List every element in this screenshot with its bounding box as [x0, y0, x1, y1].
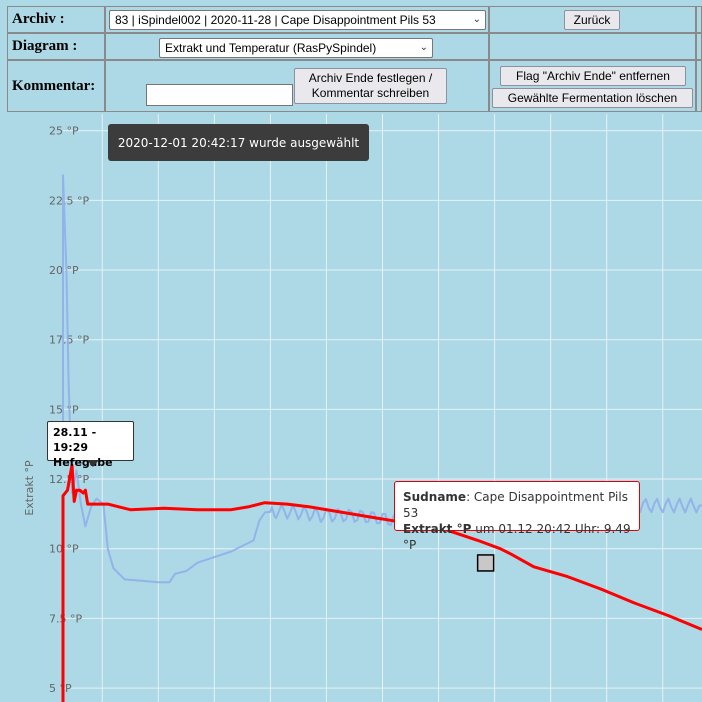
chart-area[interactable]: 25 °P 22.5 °P 20 °P 17.5 °P 15 °P 12.5 °P 10 °… — [0, 114, 702, 702]
filler-cell — [696, 6, 702, 33]
filler-cell — [696, 33, 702, 60]
comment-label: Kommentar: — [7, 60, 105, 112]
delete-fermentation-button[interactable]: Gewählte Fermentation löschen — [492, 88, 693, 108]
flag-pointer — [87, 460, 99, 467]
extract-series-line — [61, 463, 702, 702]
tooltip-value-key: Extrakt °P — [403, 522, 472, 536]
archiv-select-value: 83 | iSpindel002 | 2020-11-28 | Cape Dis… — [115, 13, 436, 27]
comment-cell: Archiv Ende festlegen / Kommentar schrei… — [105, 60, 489, 112]
tooltip-name-key: Sudname — [403, 490, 467, 504]
archiv-select[interactable]: 83 | iSpindel002 | 2020-11-28 | Cape Dis… — [109, 10, 486, 30]
actions-cell: Flag "Archiv Ende" entfernen Gewählte Fe… — [489, 60, 696, 112]
selected-date-banner: 2020-12-01 20:42:17 wurde ausgewählt — [108, 124, 369, 161]
back-button[interactable]: Zurück — [564, 10, 620, 30]
empty-cell — [489, 33, 696, 60]
y-tick-label: 25 °P — [49, 125, 79, 138]
y-tick-label: 7.5 °P — [49, 612, 82, 625]
filler-cell — [696, 60, 702, 112]
chevron-down-icon: ⌄ — [419, 42, 428, 53]
diagram-label: Diagram : — [7, 33, 105, 60]
tooltip-name-value: Cape Disappointment Pils 53 — [403, 490, 628, 520]
selected-point-marker — [476, 554, 495, 572]
y-tick-label: 22.5 °P — [49, 194, 89, 207]
chart-svg: 25 °P22.5 °P20 °P17.5 °P15 °P12.5 °P10 °… — [23, 114, 702, 702]
diagram-select[interactable]: Extrakt und Temperatur (RasPySpindel) ⌄ — [159, 38, 433, 58]
archive-end-button[interactable]: Archiv Ende festlegen / Kommentar schrei… — [294, 68, 447, 104]
chart-markers — [476, 554, 495, 572]
diagram-select-value: Extrakt und Temperatur (RasPySpindel) — [165, 41, 377, 55]
chevron-down-icon: ⌄ — [472, 14, 481, 25]
y-tick-label: 5 °P — [49, 682, 72, 695]
back-cell: Zurück — [489, 6, 696, 33]
data-tooltip: Sudname: Cape Disappointment Pils 53 Ext… — [394, 481, 640, 552]
event-flag[interactable]: 28.11 - 19:29 Hefegabe — [47, 421, 134, 469]
comment-input[interactable] — [146, 84, 293, 106]
archiv-cell: 83 | iSpindel002 | 2020-11-28 | Cape Dis… — [105, 6, 489, 33]
diagram-cell: Extrakt und Temperatur (RasPySpindel) ⌄ — [105, 33, 489, 60]
control-panel: Archiv : 83 | iSpindel002 | 2020-11-28 |… — [0, 0, 702, 114]
remove-flag-button[interactable]: Flag "Archiv Ende" entfernen — [500, 66, 686, 86]
archive-end-button-line2: Kommentar schreiben — [311, 86, 430, 100]
y-axis-label: Extrakt °P — [23, 460, 36, 516]
flag-time: 28.11 - 19:29 — [53, 426, 97, 454]
chart-grid — [63, 114, 702, 702]
tooltip-value-text: um 01.12 20:42 Uhr: 9.49 °P — [403, 522, 631, 552]
archive-end-button-line1: Archiv Ende festlegen / — [308, 71, 433, 85]
y-tick-label: 17.5 °P — [49, 334, 89, 347]
archiv-label: Archiv : — [7, 6, 105, 33]
